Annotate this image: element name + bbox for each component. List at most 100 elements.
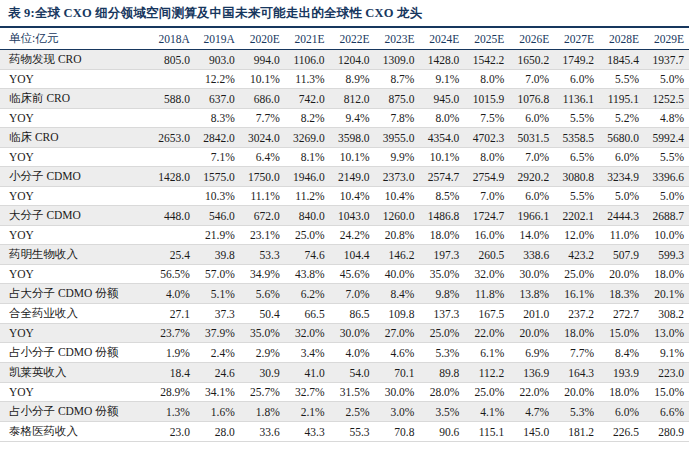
year-column-header: 2025E — [464, 28, 509, 50]
data-cell: 24.6 — [195, 363, 240, 383]
data-cell: 12.0% — [554, 226, 599, 245]
data-cell: 34.1% — [195, 383, 240, 402]
data-cell: 6.5% — [554, 148, 599, 167]
data-cell: 448.0 — [150, 206, 195, 226]
data-cell: 3.5% — [419, 402, 464, 422]
data-cell: 10.0% — [644, 226, 689, 245]
data-cell: 7.5% — [464, 109, 509, 128]
data-cell: 3234.9 — [599, 167, 644, 187]
data-cell: 104.4 — [330, 245, 375, 265]
data-cell: 11.8% — [464, 284, 509, 304]
data-cell: 32.0% — [464, 265, 509, 284]
data-cell — [150, 109, 195, 128]
data-cell: 308.2 — [644, 304, 689, 324]
data-cell: 742.0 — [285, 89, 330, 109]
data-cell: 1749.2 — [554, 50, 599, 70]
data-cell: 56.5% — [150, 265, 195, 284]
data-cell: 1106.0 — [285, 50, 330, 70]
data-cell: 2202.1 — [554, 206, 599, 226]
data-cell: 37.9% — [195, 324, 240, 343]
data-cell: 8.7% — [375, 70, 420, 89]
data-cell: 4.0% — [330, 343, 375, 363]
data-cell: 24.2% — [330, 226, 375, 245]
data-cell: 2.4% — [195, 343, 240, 363]
data-cell: 1076.8 — [509, 89, 554, 109]
data-cell: 66.5 — [285, 304, 330, 324]
data-cell: 1946.0 — [285, 167, 330, 187]
data-cell: 109.8 — [375, 304, 420, 324]
data-cell: 1136.1 — [554, 89, 599, 109]
data-cell: 5.5% — [644, 148, 689, 167]
data-cell: 21.9% — [195, 226, 240, 245]
data-cell: 22.0% — [509, 383, 554, 402]
data-cell: 20.0% — [554, 383, 599, 402]
data-cell: 37.3 — [195, 304, 240, 324]
data-cell: 7.7% — [554, 343, 599, 363]
data-cell: 13.0% — [644, 324, 689, 343]
data-cell: 223.0 — [644, 363, 689, 383]
data-cell: 8.4% — [375, 284, 420, 304]
data-cell — [150, 187, 195, 206]
data-cell: 33.6 — [240, 422, 285, 442]
data-cell: 10.1% — [419, 148, 464, 167]
data-cell: 8.5% — [419, 187, 464, 206]
data-cell: 1204.0 — [330, 50, 375, 70]
data-cell — [150, 226, 195, 245]
year-column-header: 2020E — [240, 28, 285, 50]
data-cell: 28.0 — [195, 422, 240, 442]
table-row: 临床 CRO2653.02842.03024.03269.03598.03955… — [0, 128, 689, 148]
data-cell: 136.9 — [509, 363, 554, 383]
data-cell: 1043.0 — [330, 206, 375, 226]
table-row: YOY23.7%37.9%35.0%32.0%30.0%27.0%25.0%22… — [0, 324, 689, 343]
data-cell: 86.5 — [330, 304, 375, 324]
data-cell: 2.5% — [330, 402, 375, 422]
row-label: 临床 CRO — [0, 128, 150, 148]
table-row: 占大分子 CDMO 份额4.0%5.1%5.6%6.2%7.0%8.4%9.8%… — [0, 284, 689, 304]
data-cell: 6.6% — [644, 402, 689, 422]
table-row: 药物发现 CRO805.0903.0994.01106.01204.01309.… — [0, 50, 689, 70]
data-cell: 23.1% — [240, 226, 285, 245]
data-cell: 55.3 — [330, 422, 375, 442]
row-label: YOY — [0, 324, 150, 343]
data-cell: 20.0% — [509, 324, 554, 343]
data-cell: 1750.0 — [240, 167, 285, 187]
data-cell: 6.0% — [554, 70, 599, 89]
data-cell: 812.0 — [330, 89, 375, 109]
cxo-market-forecast-table: 单位:亿元 2018A2019A2020E2021E2022E2023E2024… — [0, 28, 689, 442]
row-label: YOY — [0, 226, 150, 245]
data-cell: 903.0 — [195, 50, 240, 70]
data-cell: 4.8% — [644, 109, 689, 128]
data-cell: 1937.7 — [644, 50, 689, 70]
data-cell: 193.9 — [599, 363, 644, 383]
data-cell: 25.0% — [554, 265, 599, 284]
data-cell: 18.4 — [150, 363, 195, 383]
row-label: YOY — [0, 187, 150, 206]
data-cell: 4.0% — [150, 284, 195, 304]
table-row: YOY28.9%34.1%25.7%32.7%31.5%30.0%28.0%25… — [0, 383, 689, 402]
data-cell: 25.0% — [285, 226, 330, 245]
data-cell: 7.0% — [464, 187, 509, 206]
data-cell: 6.0% — [509, 109, 554, 128]
data-cell: 8.1% — [285, 148, 330, 167]
year-column-header: 2018A — [150, 28, 195, 50]
data-cell: 30.9 — [240, 363, 285, 383]
data-cell: 167.5 — [464, 304, 509, 324]
data-cell: 90.6 — [419, 422, 464, 442]
table-row: YOY8.3%7.7%8.2%9.4%7.8%8.0%7.5%6.0%5.5%5… — [0, 109, 689, 128]
data-cell: 637.0 — [195, 89, 240, 109]
data-cell: 22.0% — [464, 324, 509, 343]
data-cell: 1724.7 — [464, 206, 509, 226]
data-cell: 4.6% — [375, 343, 420, 363]
data-cell: 40.0% — [375, 265, 420, 284]
data-cell: 7.0% — [330, 284, 375, 304]
data-cell: 23.7% — [150, 324, 195, 343]
data-cell: 8.2% — [285, 109, 330, 128]
data-cell: 6.0% — [599, 402, 644, 422]
unit-label: 单位:亿元 — [0, 28, 150, 50]
data-cell: 6.9% — [509, 343, 554, 363]
data-cell: 6.0% — [599, 148, 644, 167]
data-cell: 27.0% — [375, 324, 420, 343]
row-label: YOY — [0, 148, 150, 167]
data-cell: 30.0% — [509, 265, 554, 284]
row-label: 泰格医药收入 — [0, 422, 150, 442]
